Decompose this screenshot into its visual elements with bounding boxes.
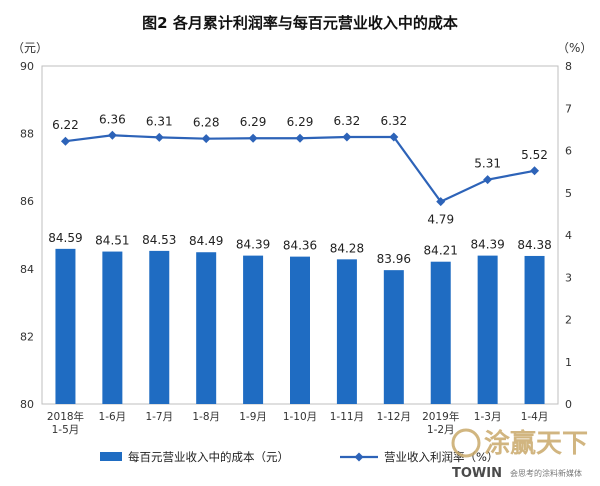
profit-rate-line — [65, 134, 535, 204]
left-tick-label: 84 — [20, 263, 34, 276]
line-series — [60, 130, 540, 207]
right-tick-label: 2 — [565, 314, 572, 327]
right-axis-ticks: 0 1 2 3 4 5 6 7 8 — [565, 60, 572, 411]
x-tick-label: 1-7月 — [145, 411, 173, 423]
bar-value-label: 84.53 — [142, 233, 176, 247]
left-tick-label: 90 — [20, 60, 34, 73]
bar-value-label: 84.39 — [470, 238, 504, 252]
legend-bar-label: 每百元营业收入中的成本（元） — [128, 450, 289, 464]
line-value-label: 6.29 — [240, 115, 267, 129]
line-value-label: 5.52 — [521, 148, 548, 162]
bar-series — [55, 248, 545, 404]
watermark-tagline: 会思考的涂料新媒体 — [510, 468, 582, 478]
line-point — [60, 136, 70, 146]
left-axis-ticks: 80 82 84 86 88 90 — [20, 60, 34, 411]
bar-value-label: 84.38 — [517, 238, 551, 252]
x-tick-label: 1-10月 — [283, 411, 317, 423]
legend: 每百元营业收入中的成本（元） 营业收入利润率（%） — [100, 450, 498, 464]
line-value-label: 6.28 — [193, 116, 220, 130]
left-tick-label: 86 — [20, 195, 34, 208]
watermark-circle-icon — [451, 428, 481, 458]
bar-value-label: 83.96 — [377, 252, 411, 266]
x-tick-label: 2018年 — [47, 410, 84, 423]
x-tick-label: 1-5月 — [52, 424, 80, 436]
x-tick-label: 1-11月 — [330, 411, 364, 423]
right-tick-label: 7 — [565, 102, 572, 115]
bar — [383, 270, 404, 404]
line-value-label: 6.36 — [99, 112, 126, 126]
left-axis-unit: （元） — [12, 41, 48, 55]
line-point — [530, 166, 540, 176]
bar — [524, 255, 545, 404]
line-point — [436, 197, 446, 207]
right-tick-label: 6 — [565, 145, 572, 158]
bar — [196, 252, 217, 404]
right-tick-label: 3 — [565, 271, 572, 284]
left-tick-label: 82 — [20, 330, 34, 343]
line-point — [107, 130, 117, 140]
watermark-brand: TOWIN — [452, 466, 502, 481]
bar — [243, 255, 264, 404]
line-point — [389, 132, 399, 142]
bar-value-label: 84.51 — [95, 234, 129, 248]
right-tick-label: 0 — [565, 398, 572, 411]
bar — [102, 251, 123, 404]
bar — [477, 255, 498, 404]
legend-bar-swatch — [100, 452, 122, 461]
line-value-label: 5.31 — [474, 157, 501, 171]
x-tick-label: 1-6月 — [99, 411, 127, 423]
line-point — [201, 134, 211, 144]
x-tick-label: 1-12月 — [377, 411, 411, 423]
bar-data-labels: 84.59 84.51 84.53 84.49 84.39 84.36 84.28 83.96… — [48, 231, 551, 266]
bar-value-label: 84.59 — [48, 231, 82, 245]
right-axis-unit: （%） — [557, 41, 592, 55]
bar-value-label: 84.21 — [424, 244, 458, 258]
bar-value-label: 84.36 — [283, 239, 317, 253]
line-point — [342, 132, 352, 142]
right-tick-label: 1 — [565, 356, 572, 369]
x-tick-label: 1-3月 — [474, 411, 502, 423]
watermark-logo: 涂赢天下 TOWIN 会思考的涂料新媒体 — [451, 428, 588, 481]
line-value-label: 6.22 — [52, 118, 79, 132]
line-value-label: 6.31 — [146, 114, 173, 128]
line-value-label: 4.79 — [427, 213, 454, 227]
bar — [336, 259, 357, 404]
left-tick-label: 80 — [20, 398, 34, 411]
line-value-label: 6.29 — [287, 115, 314, 129]
bar — [149, 250, 170, 404]
bar — [430, 261, 451, 404]
bar-value-label: 84.28 — [330, 241, 364, 255]
watermark-main-text: 涂赢天下 — [484, 428, 588, 459]
legend-line-label: 营业收入利润率（%） — [384, 450, 498, 464]
line-point — [248, 133, 258, 143]
x-tick-label: 1-8月 — [192, 411, 220, 423]
chart-title: 图2 各月累计利润率与每百元营业收入中的成本 — [142, 14, 458, 32]
bar-value-label: 84.49 — [189, 234, 223, 248]
line-point — [154, 132, 164, 142]
x-tick-label: 1-4月 — [521, 411, 549, 423]
line-point — [483, 175, 493, 185]
bar — [55, 248, 76, 404]
left-tick-label: 88 — [20, 128, 34, 141]
legend-line-marker — [354, 452, 364, 462]
x-tick-label: 1-9月 — [239, 411, 267, 423]
x-tick-label: 1-2月 — [427, 424, 455, 436]
bar-value-label: 84.39 — [236, 238, 270, 252]
line-value-label: 6.32 — [334, 114, 361, 128]
bar — [290, 256, 310, 404]
line-data-labels: 6.22 6.36 6.31 6.28 6.29 6.29 6.32 6.32 4.79 5.31… — [52, 112, 548, 226]
right-tick-label: 4 — [565, 229, 572, 242]
line-point — [295, 133, 305, 143]
x-tick-label: 2019年 — [422, 410, 459, 423]
right-tick-label: 8 — [565, 60, 572, 73]
right-tick-label: 5 — [565, 187, 572, 200]
line-value-label: 6.32 — [380, 114, 407, 128]
